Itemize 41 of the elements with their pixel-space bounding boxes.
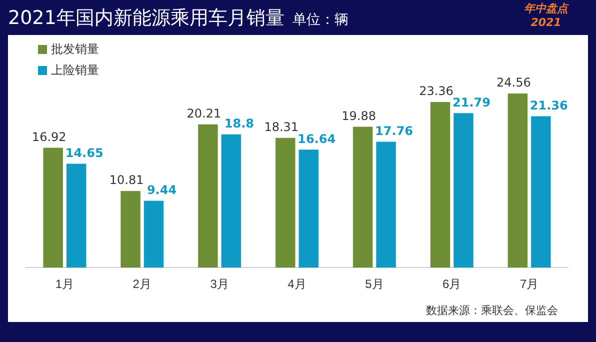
data-label: 24.56: [496, 76, 531, 90]
legend-label: 批发销量: [51, 41, 99, 58]
x-tick-label: 3月: [210, 277, 229, 292]
data-label: 17.76: [375, 124, 414, 138]
chart-title: 2021年国内新能源乘用车月销量: [8, 7, 284, 29]
data-label: 18.31: [264, 120, 299, 134]
source-note: 数据来源：乘联会、保监会: [426, 303, 558, 318]
data-label: 10.81: [109, 173, 144, 188]
bar: [454, 113, 474, 268]
bar: [276, 138, 296, 268]
bar: [376, 142, 396, 268]
bar: [120, 190, 140, 268]
x-tick-label: 1月: [55, 277, 74, 292]
data-label: 21.79: [452, 95, 490, 110]
data-label: 9.44: [146, 182, 177, 197]
data-label: 16.92: [32, 130, 66, 144]
bar: [531, 116, 551, 268]
bar: [43, 148, 63, 268]
bar: [352, 126, 373, 268]
data-label: 14.65: [65, 146, 104, 160]
bar: [66, 164, 86, 268]
data-label: 21.36: [530, 98, 568, 112]
x-tick-label: 5月: [365, 277, 384, 292]
bar: [430, 102, 450, 268]
bar: [508, 94, 528, 268]
data-label: 18.8: [224, 116, 254, 130]
chart-subtitle: 单位：辆: [292, 12, 348, 28]
text: 年中盘点 2021: [523, 2, 570, 30]
x-tick-label: 4月: [288, 277, 306, 292]
data-label: 23.36: [419, 84, 454, 98]
data-label: 19.88: [342, 108, 376, 123]
bar: [198, 124, 218, 268]
data-label: 16.64: [298, 132, 336, 146]
legend-label: 上险销量: [51, 62, 99, 79]
bar: [221, 134, 242, 268]
x-tick-label: 7月: [520, 277, 539, 292]
bar: [144, 200, 164, 268]
data-label: 20.21: [186, 106, 222, 121]
x-tick-label: 6月: [442, 277, 462, 292]
bar: [298, 150, 318, 268]
x-tick-label: 2月: [132, 277, 152, 292]
